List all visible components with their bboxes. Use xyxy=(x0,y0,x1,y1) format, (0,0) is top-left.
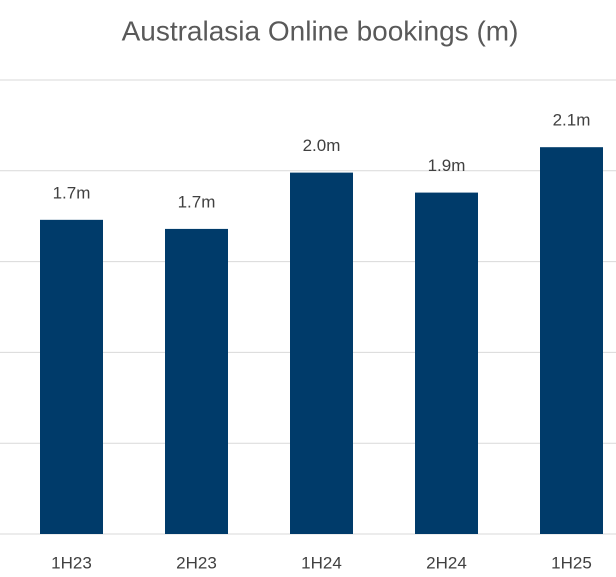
x-tick-label: 2H23 xyxy=(176,553,217,572)
bar xyxy=(165,228,228,535)
x-tick-label: 1H25 xyxy=(551,553,592,572)
bar xyxy=(415,192,478,535)
x-tick-label: 1H23 xyxy=(51,553,92,572)
data-label: 1.7m xyxy=(53,183,91,202)
x-tick-label: 1H24 xyxy=(301,553,342,572)
bar xyxy=(540,147,603,534)
bar xyxy=(40,219,103,534)
x-tick-label: 2H24 xyxy=(426,553,467,572)
data-label: 2.0m xyxy=(303,136,341,155)
chart-title: Australasia Online bookings (m) xyxy=(122,15,519,46)
data-label: 1.7m xyxy=(178,192,216,211)
bar xyxy=(290,172,353,534)
data-label: 1.9m xyxy=(428,156,466,175)
data-label: 2.1m xyxy=(553,111,591,130)
